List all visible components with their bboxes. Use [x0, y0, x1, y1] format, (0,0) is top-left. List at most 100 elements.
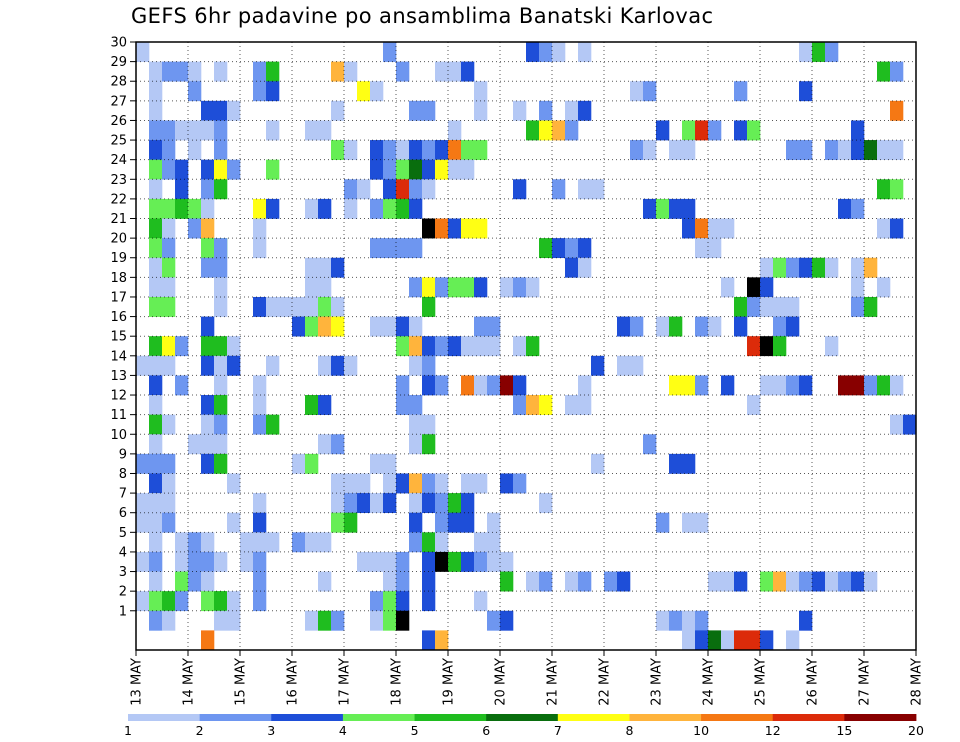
heatmap-cell: [799, 610, 813, 631]
heatmap-cell: [435, 630, 449, 651]
heatmap-cell: [370, 493, 384, 514]
heatmap-cell: [201, 179, 215, 200]
heatmap-cell: [643, 434, 657, 455]
heatmap-cell: [149, 218, 163, 239]
heatmap-cell: [487, 375, 501, 396]
heatmap-cell: [461, 61, 475, 82]
heatmap-cell: [786, 257, 800, 278]
heatmap-cell: [500, 473, 514, 494]
heatmap-cell: [357, 493, 371, 514]
heatmap-cell: [305, 453, 319, 474]
y-tick-label: 30: [110, 36, 127, 51]
heatmap-cell: [214, 277, 228, 298]
heatmap-cell: [344, 493, 358, 514]
colorbar-label: 3: [267, 723, 275, 738]
heatmap-cell: [695, 610, 709, 631]
colorbar-segment: [342, 714, 415, 721]
heatmap-cell: [383, 493, 397, 514]
heatmap-cell: [812, 257, 826, 278]
heatmap-cell: [396, 179, 410, 200]
heatmap-cell: [591, 355, 605, 376]
heatmap-cell: [253, 551, 267, 572]
heatmap-cell: [396, 159, 410, 180]
heatmap-cell: [214, 296, 228, 317]
heatmap-cell: [409, 512, 423, 533]
colorbar-segment: [557, 714, 630, 721]
heatmap-cell: [201, 198, 215, 219]
heatmap-cell: [513, 375, 527, 396]
heatmap-cell: [799, 257, 813, 278]
heatmap-cell: [266, 355, 280, 376]
heatmap-cell: [253, 571, 267, 592]
heatmap-cell: [578, 257, 592, 278]
heatmap-cell: [682, 610, 696, 631]
y-tick-label: 8: [119, 467, 127, 482]
heatmap-cell: [708, 316, 722, 337]
heatmap-cell: [201, 630, 215, 651]
heatmap-cell: [773, 336, 787, 357]
heatmap-cell: [747, 336, 761, 357]
heatmap-cell: [227, 336, 241, 357]
colorbar-label: 2: [196, 723, 204, 738]
heatmap-cell: [461, 375, 475, 396]
heatmap-cells: [136, 42, 917, 651]
heatmap-cell: [851, 571, 865, 592]
heatmap-cell: [331, 493, 345, 514]
heatmap-cell: [383, 571, 397, 592]
x-tick-label: 23 MAY: [650, 658, 665, 706]
heatmap-cell: [773, 257, 787, 278]
heatmap-cell: [370, 140, 384, 160]
heatmap-cell: [461, 493, 475, 514]
heatmap-cell: [240, 551, 254, 572]
heatmap-cell: [422, 591, 436, 612]
y-tick-label: 5: [119, 526, 127, 541]
heatmap-cell: [864, 571, 878, 592]
heatmap-cell: [422, 434, 436, 455]
heatmap-cell: [344, 198, 358, 219]
heatmap-cell: [266, 198, 280, 219]
heatmap-cell: [591, 179, 605, 200]
heatmap-cell: [409, 140, 423, 160]
heatmap-cell: [370, 198, 384, 219]
heatmap-cell: [409, 532, 423, 553]
heatmap-cell: [513, 277, 527, 298]
heatmap-cell: [435, 140, 449, 160]
heatmap-cell: [825, 42, 839, 62]
x-axis-ticks: 13 MAY 14 MAY 15 MAY 16 MAY 17 MAY 18 MAY 19 M…: [130, 650, 925, 706]
colorbar-segment: [772, 714, 845, 721]
heatmap-cell: [227, 512, 241, 533]
heatmap-cell: [747, 120, 761, 141]
heatmap-cell: [708, 571, 722, 592]
heatmap-cell: [500, 375, 514, 396]
x-tick-label: 16 MAY: [286, 658, 301, 706]
heatmap-cell: [214, 375, 228, 396]
x-tick-label: 25 MAY: [754, 658, 769, 706]
heatmap-cell: [825, 257, 839, 278]
heatmap-cell: [812, 571, 826, 592]
heatmap-cell: [266, 159, 280, 180]
heatmap-cell: [396, 610, 410, 631]
heatmap-cell: [422, 532, 436, 553]
heatmap-cell: [799, 81, 813, 102]
heatmap-cell: [669, 375, 696, 396]
heatmap-cell: [422, 277, 436, 298]
heatmap-cell: [721, 571, 735, 592]
y-tick-label: 18: [110, 271, 127, 286]
heatmap-cell: [175, 198, 189, 219]
heatmap-cell: [721, 630, 735, 651]
heatmap-cell: [708, 120, 722, 141]
heatmap-cell: [370, 238, 423, 259]
heatmap-cell: [253, 296, 267, 317]
heatmap-cell: [721, 375, 735, 396]
x-tick-label: 26 MAY: [806, 658, 821, 706]
heatmap-cell: [851, 296, 865, 317]
heatmap-cell: [552, 179, 566, 200]
heatmap-cell: [500, 610, 514, 631]
colorbar-segment: [199, 714, 272, 721]
colorbar-label: 10: [693, 723, 709, 738]
heatmap-cell: [604, 571, 618, 592]
heatmap-cell: [396, 61, 410, 82]
heatmap-cell: [851, 198, 865, 219]
heatmap-cell: [825, 336, 839, 357]
heatmap-cell: [760, 336, 774, 357]
